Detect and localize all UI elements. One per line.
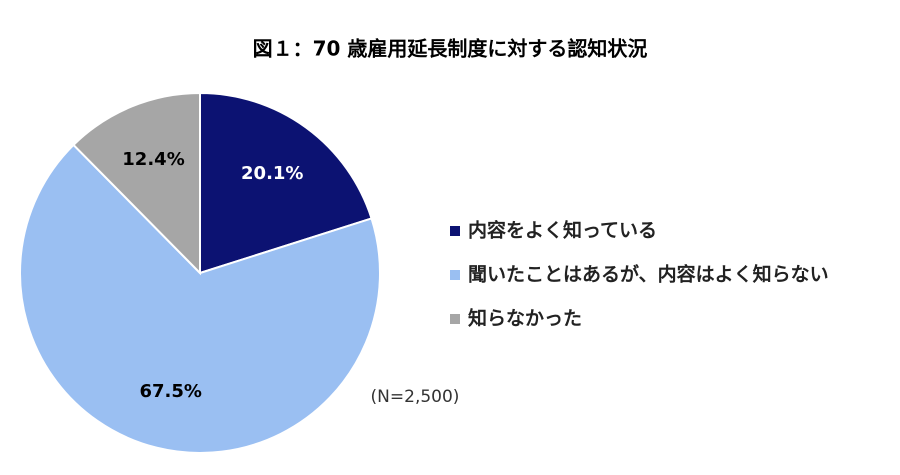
legend-label: 内容をよく知っている	[468, 219, 657, 242]
legend-swatch	[450, 226, 460, 236]
legend-swatch	[450, 270, 460, 280]
annotation: (N=2,500)	[371, 387, 460, 407]
data-label: 20.1%	[241, 163, 303, 184]
chart-title: 図１：70 歳雇用延長制度に対する認知状況	[253, 37, 648, 61]
data-label: 67.5%	[139, 381, 201, 402]
legend-label: 知らなかった	[468, 307, 582, 330]
pie-slice	[19, 143, 381, 454]
pie-slice	[199, 91, 373, 275]
legend-label: 聞いたことはあるが、内容はよく知らない	[468, 263, 829, 286]
data-label: 12.4%	[122, 149, 184, 170]
pie-slice	[72, 91, 201, 276]
legend-swatch	[450, 314, 460, 324]
